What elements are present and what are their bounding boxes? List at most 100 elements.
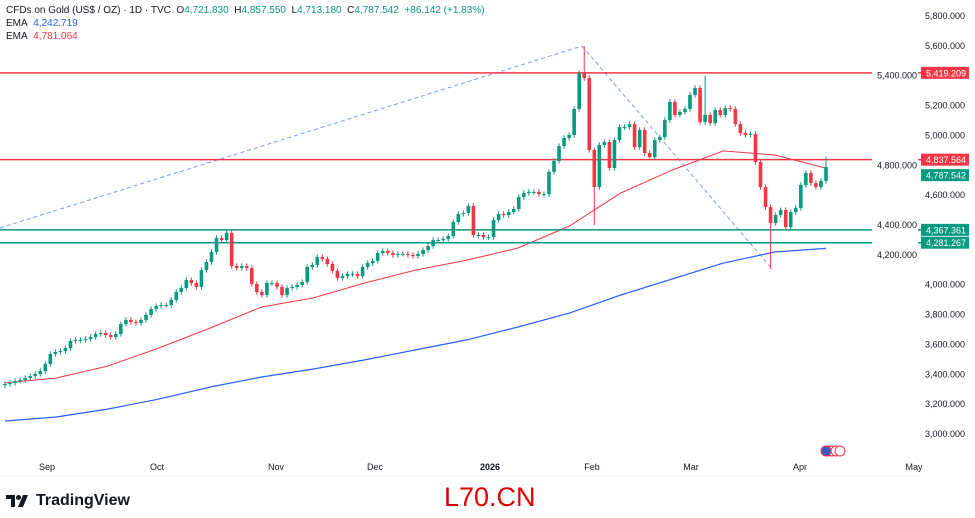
candle-body	[139, 319, 143, 324]
candle-body	[552, 160, 556, 172]
candle-body	[204, 262, 209, 271]
candle-body	[320, 256, 325, 260]
x-tick-label: 2026	[479, 462, 501, 472]
candle-body	[149, 309, 153, 316]
y-tick-label: 4,800.000	[877, 160, 917, 170]
candle-body	[501, 213, 506, 215]
tradingview-logo-icon	[6, 495, 28, 507]
candle-body	[53, 352, 58, 354]
candle-body	[542, 194, 546, 196]
candle-body	[179, 287, 184, 293]
candle-body	[229, 233, 234, 267]
candle-body	[688, 94, 692, 109]
candle-body	[129, 319, 133, 323]
candle-body	[693, 87, 697, 95]
candle-body	[738, 124, 743, 134]
candle-body	[557, 146, 561, 161]
ema-fast-line	[4, 150, 827, 384]
tradingview-logo[interactable]: TradingView	[6, 492, 130, 510]
candle-body	[154, 306, 158, 310]
candle-body	[280, 286, 284, 296]
candle-body	[209, 252, 214, 263]
candle-body	[234, 266, 239, 268]
candle-body	[758, 161, 763, 188]
candle-body	[491, 220, 496, 238]
ema-fast-legend[interactable]: EMA 4,781.064	[6, 30, 485, 43]
candle-body	[652, 140, 657, 158]
candle-body	[793, 207, 798, 213]
ema-slow-line	[4, 247, 827, 422]
candle-body	[516, 197, 521, 210]
candle-body	[527, 192, 531, 194]
candle-body	[265, 283, 269, 296]
y-tick-label: 3,400.000	[925, 369, 965, 379]
change-value: +86.142 (+1.83%)	[404, 5, 485, 16]
candle-body	[169, 299, 174, 306]
candle-body	[426, 246, 430, 251]
candle-body	[43, 363, 48, 371]
candle-body	[824, 167, 828, 181]
price-label-tag	[921, 236, 969, 249]
candle-body	[506, 212, 511, 215]
candle-body	[562, 137, 566, 147]
candle-body	[134, 322, 138, 324]
candle-body	[814, 183, 818, 188]
candle-body	[68, 340, 73, 349]
candle-body	[788, 212, 793, 228]
us-flag-event-icon	[820, 445, 832, 457]
candle-body	[380, 250, 385, 254]
y-tick-label-backdrop	[875, 159, 918, 172]
ema-slow-legend[interactable]: EMA 4,242.719	[6, 17, 485, 30]
candle-body	[3, 383, 7, 386]
candle-body	[592, 150, 597, 188]
candle-body	[199, 270, 204, 287]
candle-body	[572, 108, 576, 135]
candle-body	[683, 108, 687, 112]
us-flag-event-icon	[834, 445, 846, 457]
candle-body	[678, 111, 682, 115]
candle-body	[325, 259, 330, 264]
candle-body	[370, 260, 375, 264]
y-tick-label: 4,400.000	[877, 220, 917, 230]
candle-body	[768, 207, 773, 224]
candle-body	[431, 240, 435, 247]
candle-body	[773, 214, 778, 224]
candle-body	[189, 280, 194, 284]
price-label-tag	[921, 66, 969, 79]
candle-body	[456, 213, 461, 223]
candle-body	[33, 373, 38, 377]
candle-body	[73, 339, 78, 341]
candle-body	[753, 134, 758, 162]
price-label-text: 4,367.361	[926, 225, 966, 235]
candle-body	[391, 253, 395, 256]
candle-body	[607, 141, 612, 168]
y-tick-label: 5,400.000	[877, 71, 917, 81]
candle-body	[471, 206, 476, 235]
candle-body	[244, 266, 249, 268]
candle-body	[355, 273, 360, 277]
candle-body	[8, 382, 12, 384]
candle-body	[733, 108, 738, 125]
trend-line-dashed	[0, 45, 583, 229]
candle-body	[637, 130, 642, 148]
candle-body	[763, 187, 768, 208]
watermark: L70.CN	[444, 482, 536, 512]
candle-body	[612, 140, 617, 168]
candle-body	[809, 173, 813, 184]
candle-body	[103, 333, 108, 336]
candle-body	[657, 137, 662, 141]
candle-body	[718, 110, 723, 115]
y-tick-label: 4,200.000	[877, 250, 917, 260]
candle-body	[78, 339, 83, 341]
candle-body	[28, 376, 32, 379]
candle-body	[532, 192, 536, 194]
close-value: 4,787.542	[354, 5, 399, 16]
candle-body	[481, 234, 486, 238]
candle-body	[255, 283, 259, 293]
y-tick-label: 4,600.000	[925, 190, 965, 200]
candle-body	[446, 236, 451, 240]
price-label-tag	[921, 153, 969, 166]
symbol-title[interactable]: CFDs on Gold (US$ / OZ) · 1D · TVC	[6, 5, 171, 16]
candle-body	[783, 210, 788, 228]
